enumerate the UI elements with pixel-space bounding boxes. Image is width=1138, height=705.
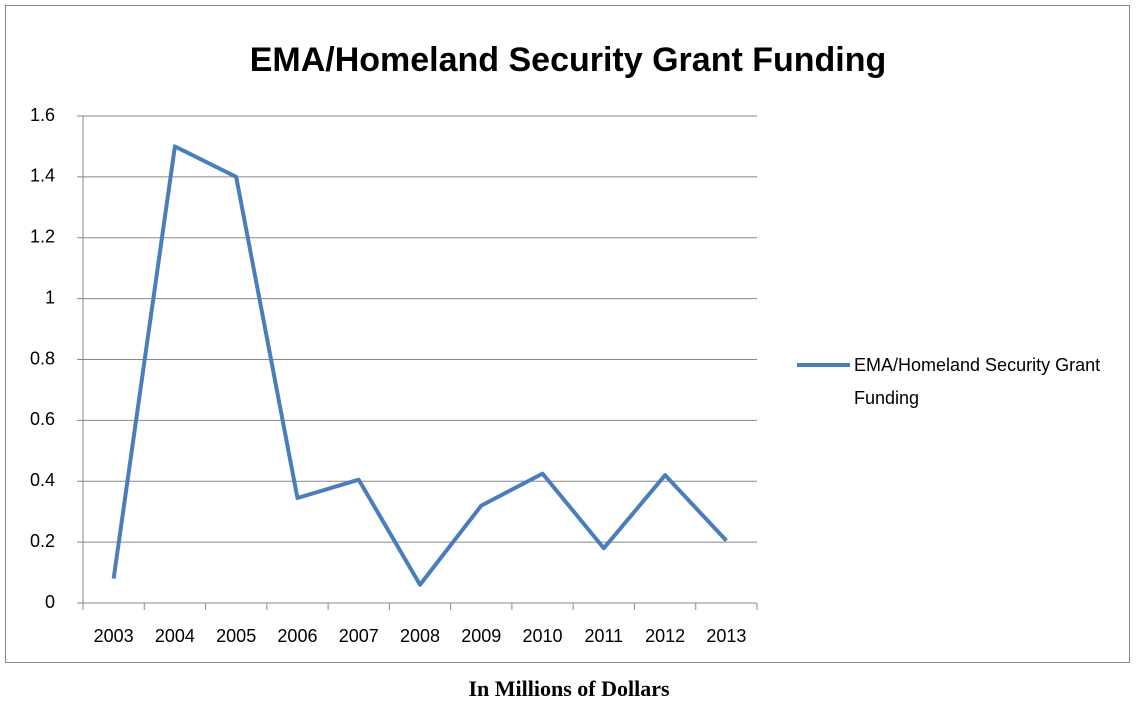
x-tick-label: 2012 xyxy=(645,626,685,646)
x-tick-label: 2010 xyxy=(523,626,563,646)
y-tick-label: 0.2 xyxy=(30,531,55,551)
caption: In Millions of Dollars xyxy=(468,676,670,701)
x-tick-label: 2008 xyxy=(400,626,440,646)
chart-frame xyxy=(5,5,1130,663)
legend-label: EMA/Homeland Security Grant Funding xyxy=(854,355,1101,408)
x-tick-label: 2011 xyxy=(584,626,623,646)
x-tick-label: 2007 xyxy=(339,626,379,646)
x-tick-label: 2003 xyxy=(94,626,134,646)
y-tick-label: 1.6 xyxy=(30,105,55,125)
x-tick-label: 2004 xyxy=(155,626,195,646)
x-tick-label: 2005 xyxy=(216,626,256,646)
y-tick-label: 1 xyxy=(45,287,55,307)
x-tick-label: 2009 xyxy=(461,626,501,646)
data-line xyxy=(111,144,728,587)
x-tick-label: 2013 xyxy=(706,626,746,646)
chart-title: EMA/Homeland Security Grant Funding xyxy=(250,41,887,79)
x-tick-label: 2006 xyxy=(277,626,317,646)
y-tick-label: 0.6 xyxy=(30,409,55,429)
y-tick-label: 0.4 xyxy=(30,470,55,490)
y-tick-label: 1.2 xyxy=(30,227,55,247)
y-tick-label: 0 xyxy=(45,592,55,612)
y-tick-label: 1.4 xyxy=(30,166,55,186)
y-tick-label: 0.8 xyxy=(30,348,55,368)
